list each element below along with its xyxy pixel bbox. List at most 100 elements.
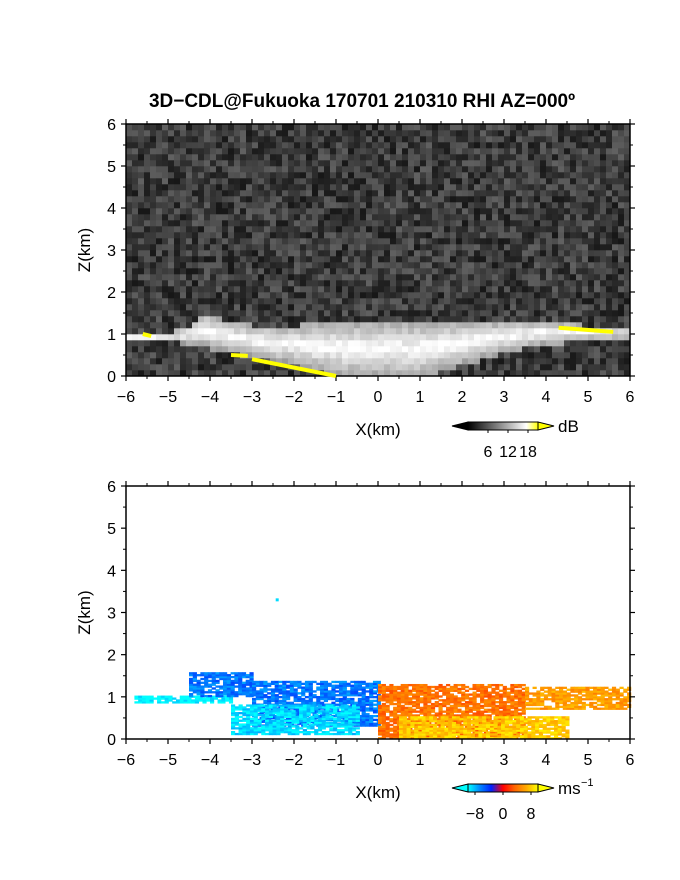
reflectivity-cell [234,202,241,209]
reflectivity-cell [606,214,613,221]
velocity-cell [215,694,220,698]
velocity-cell [241,672,247,675]
reflectivity-cell [144,196,151,203]
velocity-cell [231,710,236,713]
reflectivity-cell [594,136,601,143]
reflectivity-cell [318,196,325,203]
reflectivity-cell [522,280,529,287]
reflectivity-cell [624,142,631,149]
velocity-cell [276,732,281,736]
reflectivity-cell [450,304,457,311]
reflectivity-cell [162,178,169,185]
reflectivity-cell [246,304,253,311]
reflectivity-cell [186,262,193,269]
velocity-cell [295,715,300,719]
reflectivity-cell [552,172,559,179]
reflectivity-cell [390,358,397,365]
reflectivity-cell [378,136,385,143]
y-tick-label: 4 [107,201,116,218]
reflectivity-cell [138,142,145,149]
reflectivity-cell [168,352,175,359]
reflectivity-cell [534,274,541,281]
reflectivity-cell [132,286,139,293]
velocity-cell [265,704,270,707]
reflectivity-cell [444,184,451,191]
reflectivity-cell [156,358,163,365]
velocity-cell [249,687,254,690]
reflectivity-cell [192,166,199,173]
reflectivity-cell [156,154,163,161]
reflectivity-cell [426,244,433,251]
reflectivity-cell [564,184,571,191]
velocity-cell [344,715,349,719]
velocity-cell [361,697,366,701]
reflectivity-cell [420,370,427,377]
reflectivity-cell [270,178,277,185]
velocity-cell [350,680,355,684]
reflectivity-cell [528,220,535,227]
reflectivity-cell [570,160,577,167]
reflectivity-cell [342,142,349,149]
reflectivity-cell [384,268,391,275]
reflectivity-cell [258,286,265,293]
reflectivity-cell [336,328,343,335]
reflectivity-cell [168,166,175,173]
reflectivity-cell [372,202,379,209]
reflectivity-cell [294,340,301,347]
velocity-cell [259,682,264,686]
velocity-cell [289,680,294,684]
reflectivity-cell [456,304,463,311]
reflectivity-cell [492,220,499,227]
reflectivity-cell [372,346,379,353]
velocity-cell [160,701,166,704]
velocity-cell [346,682,351,686]
reflectivity-cell [258,304,265,311]
reflectivity-cell [366,136,373,143]
reflectivity-cell [576,346,583,353]
reflectivity-cell [144,142,151,149]
reflectivity-cell [522,346,529,353]
velocity-cell [304,684,310,687]
reflectivity-cell [462,160,469,167]
reflectivity-cell [462,232,469,239]
reflectivity-cell [510,310,517,317]
reflectivity-cell [432,208,439,215]
velocity-cell [276,723,281,726]
reflectivity-cell [132,196,139,203]
velocity-cell [308,684,313,687]
reflectivity-cell [264,256,271,263]
reflectivity-cell [438,286,445,293]
reflectivity-cell [204,316,211,323]
reflectivity-cell [420,130,427,137]
reflectivity-cell [420,346,427,353]
reflectivity-cell [606,364,613,371]
reflectivity-cell [330,214,337,221]
velocity-cell [299,730,304,734]
reflectivity-cell [522,148,529,155]
reflectivity-cell [486,214,493,221]
reflectivity-cell [462,148,469,155]
velocity-cell [257,730,262,734]
reflectivity-cell [174,160,181,167]
reflectivity-cell [420,358,427,365]
reflectivity-cell [444,286,451,293]
velocity-cell [160,697,166,700]
velocity-cell [369,684,374,687]
reflectivity-cell [138,358,145,365]
velocity-cell [215,685,220,688]
reflectivity-cell [600,286,607,293]
reflectivity-cell [372,178,379,185]
reflectivity-cell [198,280,205,287]
reflectivity-cell [438,316,445,323]
reflectivity-cell [558,298,565,305]
reflectivity-cell [450,370,457,377]
reflectivity-cell [450,316,457,323]
reflectivity-cell [360,310,367,317]
reflectivity-cell [594,244,601,251]
reflectivity-cell [492,364,499,371]
velocity-cell [253,710,258,713]
reflectivity-cell [504,346,511,353]
reflectivity-cell [222,262,229,269]
velocity-cell [267,688,272,691]
reflectivity-cell [582,196,589,203]
